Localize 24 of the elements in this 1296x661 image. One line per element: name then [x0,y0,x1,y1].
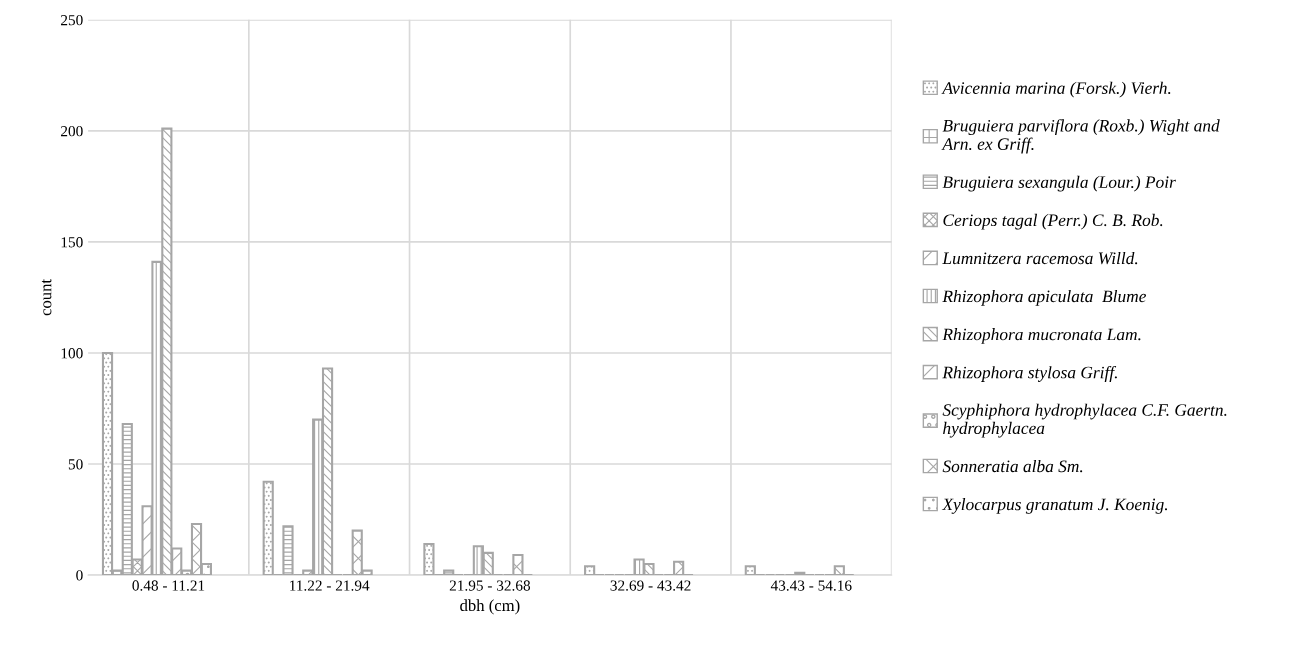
legend-label: Avicennia marina (Forsk.) Vierh. [941,81,1171,98]
y-tick-label: 200 [61,126,83,137]
legend-label: Sonneratia alba Sm. [942,459,1083,473]
x-axis-title: dbh (cm) [460,599,520,615]
x-tick-label: 43.43 - 54.16 [770,580,852,591]
y-tick-label: 100 [61,348,83,359]
legend-label: Bruguiera sexangula (Lour.) Poir [942,175,1176,192]
legend-label: Bruguiera parviflora (Roxb.) Wight and Arn. ex Griff. [941,119,1220,154]
x-tick-label: 0.48 - 11.21 [132,580,205,591]
legend-label: Xylocarpus granatum J. Koenig. [941,498,1168,514]
x-tick-label: 21.95 - 32.68 [449,580,531,591]
x-tick-label: 11.22 - 21.94 [290,580,370,591]
y-tick-label: 50 [68,459,83,470]
legend-label: Rhizophora mucronata Lam. [942,328,1141,344]
y-axis-title: count [41,279,52,316]
y-tick-label: 150 [61,237,83,248]
y-tick-label: 250 [61,14,83,26]
legend-label: Ceriops tagal (Perr.) C. B. Rob. [943,213,1163,230]
legend-label: Rhizophora apiculata Blume [942,289,1147,306]
x-tick-label: 32.69 - 43.42 [610,580,691,591]
legend-label: Scyphiphora hydrophylacea C.F. Gaertn. hydrophylacea [942,403,1227,438]
legend-label: Lumnitzera racemosa Willd. [942,251,1138,265]
legend-label: Rhizophora stylosa Griff. [942,365,1117,382]
y-tick-label: 0 [76,570,83,581]
